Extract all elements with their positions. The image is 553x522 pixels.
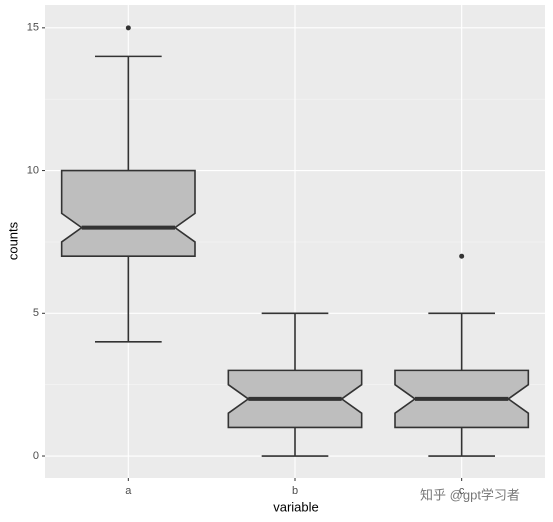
x-tick-label: a bbox=[125, 485, 132, 497]
y-tick-label: 15 bbox=[27, 22, 39, 34]
y-tick-label: 5 bbox=[33, 307, 39, 319]
y-tick-label: 0 bbox=[33, 450, 39, 462]
y-axis-title: counts bbox=[5, 221, 20, 260]
x-tick-label: b bbox=[292, 485, 298, 497]
outlier bbox=[459, 253, 465, 259]
x-tick-label: c bbox=[459, 485, 465, 497]
watermark: 知乎 @gpt学习者 bbox=[420, 487, 520, 502]
outlier bbox=[125, 25, 131, 31]
y-tick-label: 10 bbox=[27, 164, 39, 176]
x-axis-title: variable bbox=[273, 499, 319, 514]
box bbox=[60, 169, 196, 258]
